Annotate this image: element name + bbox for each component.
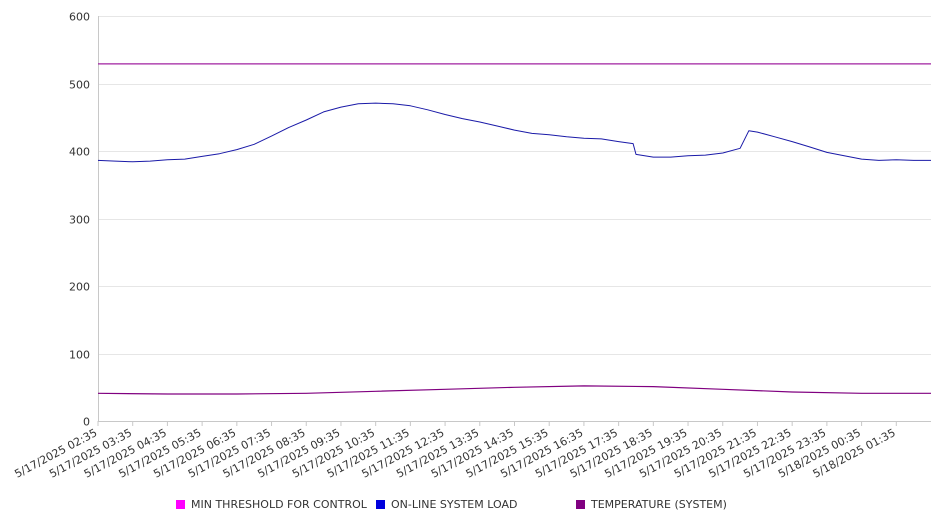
legend-item-temperature[interactable]: TEMPERATURE (SYSTEM) [576, 498, 727, 511]
series-line-2 [97, 385, 931, 395]
y-tick-label: 300 [69, 214, 90, 227]
series-line-1 [97, 102, 931, 163]
y-tick-label: 500 [69, 79, 90, 92]
legend-swatch-system-load [376, 500, 385, 509]
y-tick-label: 200 [69, 281, 90, 294]
series-lines [97, 63, 931, 395]
y-tick-label: 0 [83, 416, 90, 429]
legend-label-min-threshold: MIN THRESHOLD FOR CONTROL [191, 498, 367, 511]
legend-item-system-load[interactable]: ON-LINE SYSTEM LOAD [376, 498, 517, 511]
y-axis-ticks: 0 100 200 300 400 500 600 [69, 11, 90, 429]
legend-label-system-load: ON-LINE SYSTEM LOAD [391, 498, 518, 511]
gridlines [98, 16, 931, 355]
y-tick-label: 600 [69, 11, 90, 24]
legend: MIN THRESHOLD FOR CONTROL ON-LINE SYSTEM… [0, 498, 946, 514]
legend-item-min-threshold[interactable]: MIN THRESHOLD FOR CONTROL [176, 498, 367, 511]
y-tick-label: 100 [69, 349, 90, 362]
legend-swatch-temperature [576, 500, 585, 509]
y-tick-label: 400 [69, 146, 90, 159]
x-axis-ticks: 5/17/2025 02:355/17/2025 03:355/17/2025 … [12, 421, 898, 481]
axes [98, 16, 931, 422]
legend-swatch-min-threshold [176, 500, 185, 509]
legend-label-temperature: TEMPERATURE (SYSTEM) [591, 498, 727, 511]
